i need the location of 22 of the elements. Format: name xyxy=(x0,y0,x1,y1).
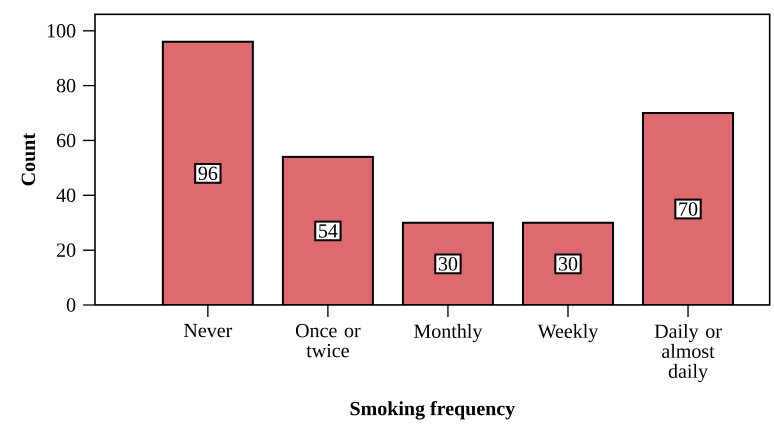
y-tick-label: 20 xyxy=(56,243,76,257)
bar xyxy=(282,156,373,305)
x-tick-label: Monthly xyxy=(414,324,482,342)
y-axis-title: Count xyxy=(22,133,36,186)
y-tick-label: 0 xyxy=(66,298,76,312)
data-label: 30 xyxy=(558,257,578,271)
data-label: 30 xyxy=(438,257,458,271)
x-tick-label: Weekly xyxy=(538,324,598,342)
y-tick-label: 40 xyxy=(56,188,76,202)
data-label: 70 xyxy=(679,202,698,216)
x-tick-label: Daily or almost daily xyxy=(654,324,722,382)
y-tick-label: 80 xyxy=(56,78,76,92)
x-tick-label: Never xyxy=(184,324,232,338)
data-label: 96 xyxy=(198,166,218,180)
data-label: 54 xyxy=(319,224,338,238)
y-tick-label: 60 xyxy=(56,134,76,148)
x-axis-title: Smoking frequency xyxy=(350,401,516,420)
bar xyxy=(162,42,253,305)
bar xyxy=(522,222,613,305)
x-tick-label: Once or twice xyxy=(296,324,360,358)
bar xyxy=(402,222,493,305)
y-tick-label: 100 xyxy=(48,24,76,38)
